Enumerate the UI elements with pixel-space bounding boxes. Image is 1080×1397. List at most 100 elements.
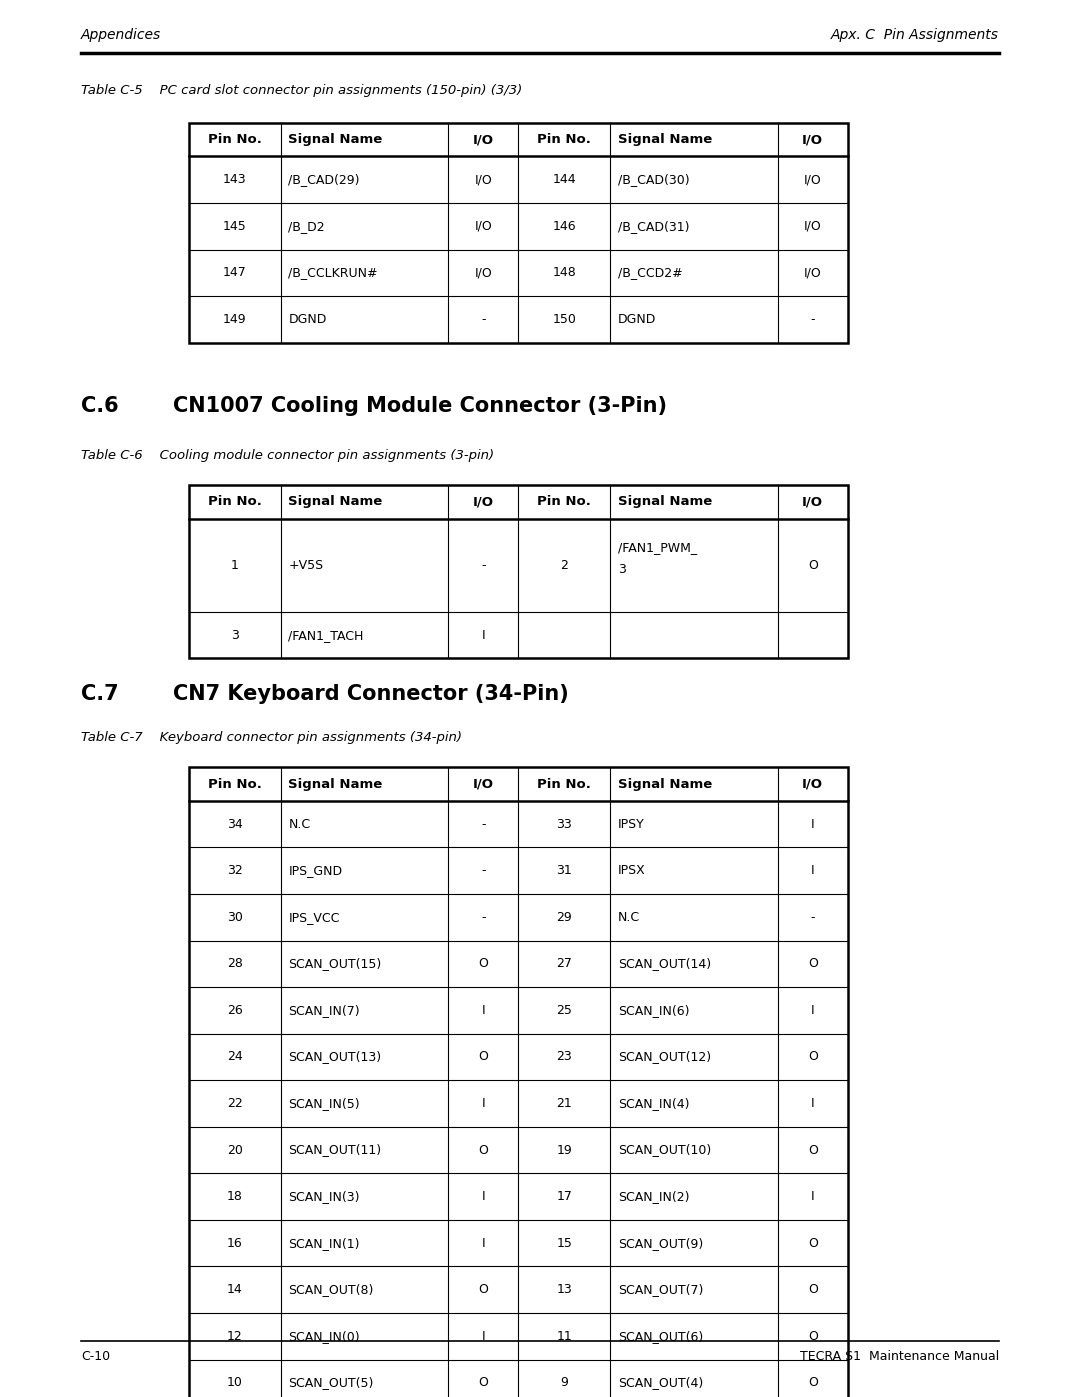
Text: SCAN_OUT(9): SCAN_OUT(9) bbox=[618, 1236, 703, 1250]
Text: Pin No.: Pin No. bbox=[208, 133, 261, 147]
Text: 30: 30 bbox=[227, 911, 243, 923]
Text: O: O bbox=[478, 1376, 488, 1389]
Text: Pin No.: Pin No. bbox=[208, 496, 261, 509]
Text: 25: 25 bbox=[556, 1004, 572, 1017]
Text: SCAN_IN(3): SCAN_IN(3) bbox=[288, 1190, 360, 1203]
Text: SCAN_OUT(13): SCAN_OUT(13) bbox=[288, 1051, 381, 1063]
Text: O: O bbox=[808, 559, 818, 571]
Text: N.C: N.C bbox=[288, 817, 310, 831]
Text: /B_D2: /B_D2 bbox=[288, 219, 325, 233]
Text: SCAN_OUT(15): SCAN_OUT(15) bbox=[288, 957, 381, 971]
Text: SCAN_OUT(11): SCAN_OUT(11) bbox=[288, 1144, 381, 1157]
Text: 1: 1 bbox=[231, 559, 239, 571]
Text: -: - bbox=[810, 911, 815, 923]
Text: Pin No.: Pin No. bbox=[538, 133, 591, 147]
Text: 22: 22 bbox=[227, 1097, 243, 1111]
Text: 2: 2 bbox=[561, 559, 568, 571]
Text: Signal Name: Signal Name bbox=[618, 496, 712, 509]
Text: SCAN_IN(4): SCAN_IN(4) bbox=[618, 1097, 689, 1111]
Text: I/O: I/O bbox=[474, 267, 492, 279]
Text: 145: 145 bbox=[224, 219, 246, 233]
Text: 3: 3 bbox=[618, 563, 625, 576]
Text: SCAN_IN(2): SCAN_IN(2) bbox=[618, 1190, 689, 1203]
Text: /B_CCD2#: /B_CCD2# bbox=[618, 267, 683, 279]
Text: I/O: I/O bbox=[473, 496, 494, 509]
Text: Table C-7    Keyboard connector pin assignments (34-pin): Table C-7 Keyboard connector pin assignm… bbox=[81, 731, 462, 745]
Text: O: O bbox=[808, 1236, 818, 1250]
Text: IPS_GND: IPS_GND bbox=[288, 865, 342, 877]
Text: SCAN_OUT(8): SCAN_OUT(8) bbox=[288, 1284, 374, 1296]
Text: Pin No.: Pin No. bbox=[538, 496, 591, 509]
Text: /B_CAD(29): /B_CAD(29) bbox=[288, 173, 360, 186]
Text: I/O: I/O bbox=[804, 267, 822, 279]
Text: SCAN_IN(0): SCAN_IN(0) bbox=[288, 1330, 360, 1343]
Text: O: O bbox=[808, 1330, 818, 1343]
Text: I/O: I/O bbox=[473, 778, 494, 791]
Text: Table C-6    Cooling module connector pin assignments (3-pin): Table C-6 Cooling module connector pin a… bbox=[81, 448, 495, 462]
Text: SCAN_OUT(7): SCAN_OUT(7) bbox=[618, 1284, 703, 1296]
Text: I: I bbox=[482, 1190, 485, 1203]
Text: SCAN_IN(1): SCAN_IN(1) bbox=[288, 1236, 360, 1250]
Text: 11: 11 bbox=[556, 1330, 572, 1343]
Text: 10: 10 bbox=[227, 1376, 243, 1389]
Text: 19: 19 bbox=[556, 1144, 572, 1157]
Text: O: O bbox=[808, 957, 818, 971]
Text: /FAN1_TACH: /FAN1_TACH bbox=[288, 629, 364, 641]
Text: I: I bbox=[482, 1236, 485, 1250]
Text: O: O bbox=[808, 1376, 818, 1389]
Text: I/O: I/O bbox=[802, 133, 823, 147]
Text: SCAN_IN(7): SCAN_IN(7) bbox=[288, 1004, 360, 1017]
Text: 147: 147 bbox=[224, 267, 246, 279]
Text: 143: 143 bbox=[224, 173, 246, 186]
Text: Signal Name: Signal Name bbox=[618, 778, 712, 791]
Text: C-10: C-10 bbox=[81, 1350, 110, 1362]
Text: C.7: C.7 bbox=[81, 683, 119, 704]
Text: IPS_VCC: IPS_VCC bbox=[288, 911, 340, 923]
Text: I/O: I/O bbox=[473, 133, 494, 147]
Text: Signal Name: Signal Name bbox=[288, 778, 382, 791]
Text: 9: 9 bbox=[561, 1376, 568, 1389]
Text: CN7 Keyboard Connector (34-Pin): CN7 Keyboard Connector (34-Pin) bbox=[173, 683, 568, 704]
Text: O: O bbox=[808, 1051, 818, 1063]
Text: /B_CCLKRUN#: /B_CCLKRUN# bbox=[288, 267, 378, 279]
Text: -: - bbox=[810, 313, 815, 326]
Text: 149: 149 bbox=[224, 313, 246, 326]
Text: 16: 16 bbox=[227, 1236, 243, 1250]
Text: -: - bbox=[481, 559, 486, 571]
Text: Signal Name: Signal Name bbox=[618, 133, 712, 147]
Text: 20: 20 bbox=[227, 1144, 243, 1157]
Text: 13: 13 bbox=[556, 1284, 572, 1296]
Text: SCAN_OUT(4): SCAN_OUT(4) bbox=[618, 1376, 703, 1389]
Bar bbox=[189, 123, 848, 342]
Text: /B_CAD(31): /B_CAD(31) bbox=[618, 219, 689, 233]
Text: C.6: C.6 bbox=[81, 395, 119, 416]
Text: 18: 18 bbox=[227, 1190, 243, 1203]
Text: 33: 33 bbox=[556, 817, 572, 831]
Text: 15: 15 bbox=[556, 1236, 572, 1250]
Text: CN1007 Cooling Module Connector (3-Pin): CN1007 Cooling Module Connector (3-Pin) bbox=[173, 395, 666, 416]
Text: TECRA S1  Maintenance Manual: TECRA S1 Maintenance Manual bbox=[800, 1350, 999, 1362]
Text: 32: 32 bbox=[227, 865, 243, 877]
Text: I: I bbox=[811, 1004, 814, 1017]
Text: I/O: I/O bbox=[802, 778, 823, 791]
Text: -: - bbox=[481, 817, 486, 831]
Text: Pin No.: Pin No. bbox=[208, 778, 261, 791]
Text: 148: 148 bbox=[553, 267, 576, 279]
Text: O: O bbox=[478, 1144, 488, 1157]
Text: 29: 29 bbox=[556, 911, 572, 923]
Text: SCAN_OUT(6): SCAN_OUT(6) bbox=[618, 1330, 703, 1343]
Bar bbox=[189, 767, 848, 1397]
Text: N.C: N.C bbox=[618, 911, 639, 923]
Text: 23: 23 bbox=[556, 1051, 572, 1063]
Text: 28: 28 bbox=[227, 957, 243, 971]
Text: Table C-5    PC card slot connector pin assignments (150-pin) (3/3): Table C-5 PC card slot connector pin ass… bbox=[81, 84, 523, 96]
Text: SCAN_OUT(12): SCAN_OUT(12) bbox=[618, 1051, 711, 1063]
Text: /FAN1_PWM_: /FAN1_PWM_ bbox=[618, 541, 697, 553]
Text: -: - bbox=[481, 313, 486, 326]
Text: SCAN_IN(6): SCAN_IN(6) bbox=[618, 1004, 689, 1017]
Text: 24: 24 bbox=[227, 1051, 243, 1063]
Text: I: I bbox=[482, 1004, 485, 1017]
Text: 3: 3 bbox=[231, 629, 239, 641]
Text: SCAN_OUT(5): SCAN_OUT(5) bbox=[288, 1376, 374, 1389]
Text: Appendices: Appendices bbox=[81, 28, 161, 42]
